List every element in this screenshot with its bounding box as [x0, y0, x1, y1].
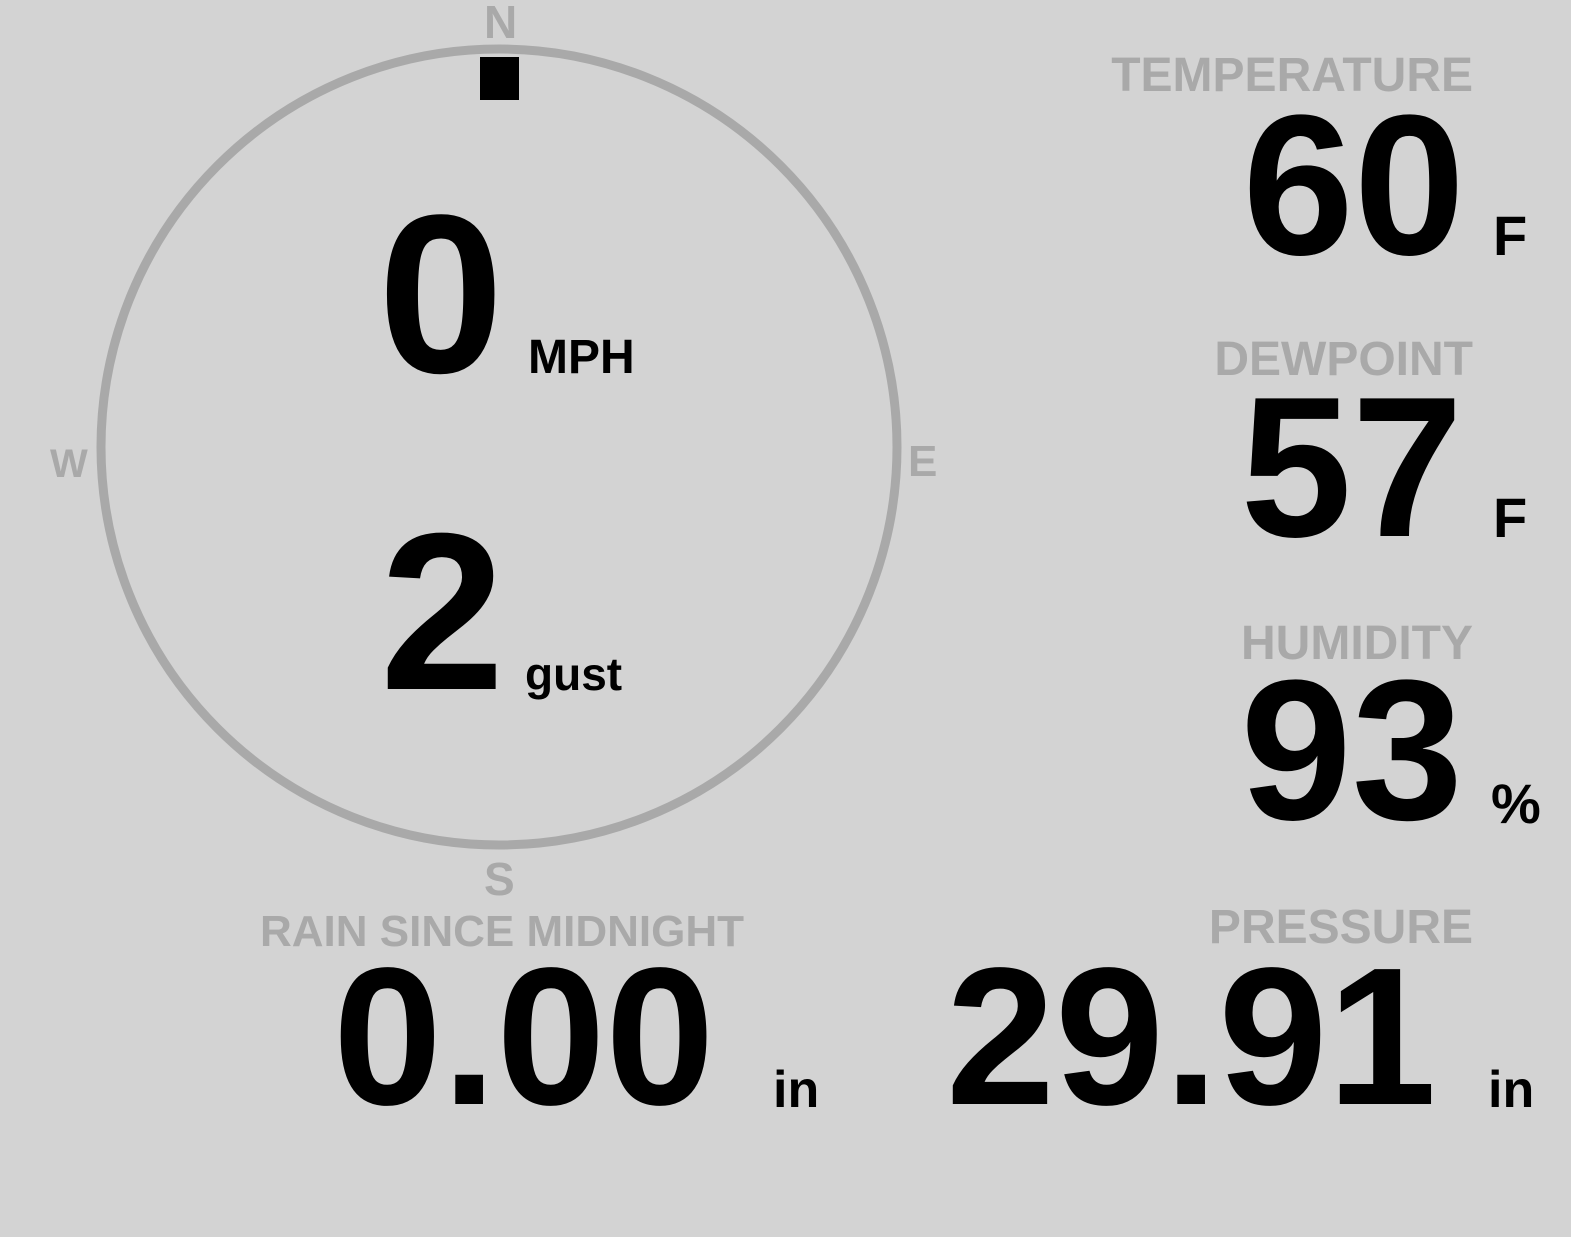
rain-value: 0.00	[333, 927, 715, 1146]
compass-s: S	[484, 853, 515, 905]
pressure-value: 29.91	[946, 927, 1437, 1146]
pressure-unit: in	[1488, 1061, 1535, 1119]
temperature-unit: F	[1493, 204, 1528, 267]
dewpoint-value: 57	[1240, 356, 1463, 579]
humidity-unit: %	[1491, 772, 1541, 835]
temperature-value: 60	[1242, 74, 1465, 297]
dewpoint-label: DEWPOINT	[1214, 333, 1473, 386]
humidity-value: 93	[1240, 639, 1463, 862]
dewpoint-unit: F	[1493, 486, 1528, 549]
humidity-label: HUMIDITY	[1241, 617, 1473, 670]
wind-direction-marker	[480, 57, 519, 100]
wind-gust-unit: gust	[525, 648, 623, 700]
wind-speed-value: 0	[378, 167, 504, 420]
temperature-label: TEMPERATURE	[1111, 49, 1473, 102]
compass-n: N	[484, 0, 518, 48]
rain-unit: in	[773, 1061, 820, 1119]
compass-ring	[96, 44, 902, 850]
compass-w: W	[50, 442, 88, 486]
compass-e: E	[908, 437, 938, 486]
wind-gust-value: 2	[380, 487, 505, 737]
wind-speed-unit: MPH	[528, 331, 635, 384]
pressure-label: PRESSURE	[1208, 901, 1473, 954]
rain-label: RAIN SINCE MIDNIGHT	[260, 907, 744, 956]
